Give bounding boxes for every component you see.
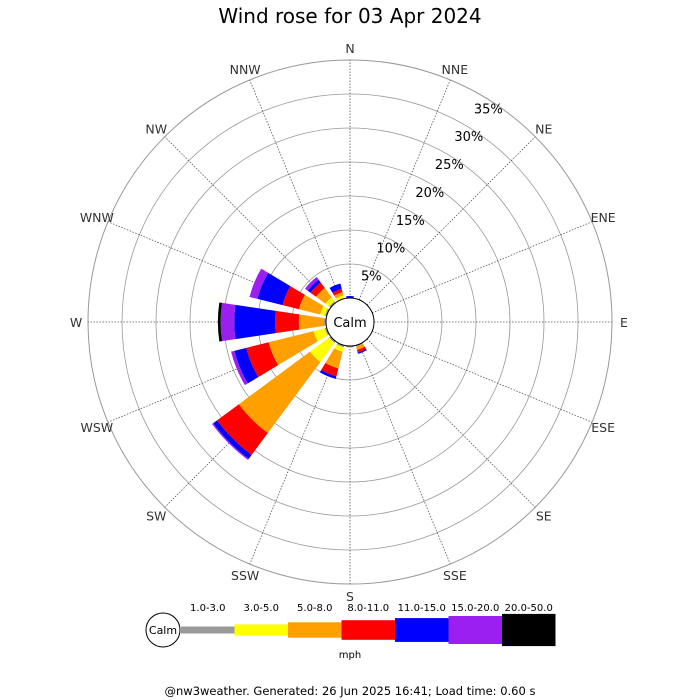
direction-label-nnw: NNW xyxy=(230,62,261,77)
bar-sse-bin3 xyxy=(356,343,365,350)
legend-swatch-3 xyxy=(288,622,342,638)
bar-sw-bin2 xyxy=(309,337,335,363)
direction-label-nw: NW xyxy=(145,121,167,136)
radial-tick-label: 30% xyxy=(454,130,483,145)
spoke-nne xyxy=(358,79,451,300)
bar-w-bin7 xyxy=(217,302,223,342)
radial-tick-label: 35% xyxy=(474,102,503,117)
direction-label-s: S xyxy=(346,589,354,604)
bar-sw-bin3 xyxy=(238,351,321,434)
bar-nw-bin5 xyxy=(307,279,321,293)
direction-label-sse: SSE xyxy=(443,568,467,583)
bar-nw-bin4 xyxy=(310,282,325,297)
legend-swatch-1 xyxy=(181,626,235,634)
legend-swatch-2 xyxy=(234,624,288,636)
calm-circle xyxy=(325,297,375,347)
legend-label-4: 8.0-11.0 xyxy=(347,603,389,614)
spoke-sse xyxy=(358,344,451,565)
direction-label-ese: ESE xyxy=(591,420,615,435)
bar-sw-bin4 xyxy=(217,404,268,455)
legend-label-3: 5.0-8.0 xyxy=(297,603,332,614)
bar-w-bin4 xyxy=(275,310,300,334)
legend-calm-label: Calm xyxy=(149,624,177,637)
bar-w-bin6 xyxy=(220,302,236,342)
spoke-ene xyxy=(372,221,593,314)
bar-nw-bin2 xyxy=(325,297,335,307)
bar-wnw-bin2 xyxy=(320,306,328,316)
radial-tick-label: 5% xyxy=(361,269,382,284)
bar-wsw-bin3 xyxy=(268,331,318,366)
legend-swatch-4 xyxy=(341,620,395,640)
direction-label-wsw: WSW xyxy=(81,420,114,435)
direction-label-nne: NNE xyxy=(442,62,469,77)
bar-ssw-bin4 xyxy=(321,362,339,377)
direction-label-ssw: SSW xyxy=(231,568,259,583)
bar-sw-bin1 xyxy=(329,336,336,343)
bar-wnw-bin1 xyxy=(324,308,330,317)
bar-wsw-bin5 xyxy=(234,347,259,384)
spoke-se xyxy=(366,338,536,508)
bar-wnw-bin3 xyxy=(299,294,324,315)
bar-w-bin3 xyxy=(298,314,325,330)
bar-wnw-bin4 xyxy=(282,286,305,310)
bar-ssw-bin3 xyxy=(325,348,343,369)
spoke-nw xyxy=(164,136,334,306)
legend-label-6: 15.0-20.0 xyxy=(451,603,499,614)
legend-label-2: 3.0-5.0 xyxy=(244,603,279,614)
bar-sw-bin6 xyxy=(212,423,249,460)
legend-swatch-6 xyxy=(448,616,502,644)
direction-label-wnw: WNW xyxy=(80,210,114,225)
radial-tick-label: 10% xyxy=(376,242,405,257)
direction-label-n: N xyxy=(345,41,354,56)
bar-ssw-bin1 xyxy=(336,342,345,348)
direction-label-sw: SW xyxy=(146,509,166,524)
chart-title: Wind rose for 03 Apr 2024 xyxy=(218,4,482,28)
direction-label-w: W xyxy=(70,315,82,330)
bar-w-bin5 xyxy=(234,304,276,340)
legend-unit: mph xyxy=(339,650,361,661)
legend-label-7: 20.0-50.0 xyxy=(505,603,553,614)
footer-credit: @nw3weather. Generated: 26 Jun 2025 16:4… xyxy=(164,684,536,698)
spoke-ne xyxy=(366,136,536,306)
bar-nw-bin6 xyxy=(305,277,319,291)
legend-swatch-5 xyxy=(395,618,449,642)
bar-wsw-bin6 xyxy=(231,350,248,386)
bar-ssw-bin2 xyxy=(334,344,344,352)
legend: Calm 1.0-3.0 3.0-5.0 5.0-8.0 8.0-11.0 11.0-15… xyxy=(145,603,556,661)
bar-nnw-bin2 xyxy=(335,295,345,302)
bar-ssw-bin5 xyxy=(319,369,337,379)
bar-nnw-bin4 xyxy=(332,288,343,296)
direction-label-ne: NE xyxy=(535,121,552,136)
legend-swatch-7 xyxy=(502,613,556,647)
direction-label-ene: ENE xyxy=(591,210,616,225)
radial-tick-label: 15% xyxy=(396,214,425,229)
direction-label-e: E xyxy=(620,315,628,330)
legend-label-1: 1.0-3.0 xyxy=(190,603,225,614)
bar-wnw-bin5 xyxy=(257,272,291,306)
bar-nnw-bin3 xyxy=(334,292,344,299)
bar-nnw-bin5 xyxy=(329,283,342,293)
legend-label-5: 11.0-15.0 xyxy=(398,603,446,614)
bar-nw-bin3 xyxy=(315,287,332,304)
grid-ring-25 xyxy=(155,127,545,517)
bar-wsw-bin2 xyxy=(313,328,328,342)
radial-tick-label: 20% xyxy=(415,186,444,201)
spoke-nnw xyxy=(249,79,342,300)
bar-wsw-bin1 xyxy=(324,327,330,336)
bar-sse-bin5 xyxy=(357,348,367,354)
bar-sw-bin5 xyxy=(213,420,252,459)
spoke-ssw xyxy=(249,344,342,565)
bar-nw-bin1 xyxy=(329,301,336,308)
bar-wnw-bin6 xyxy=(249,268,269,299)
direction-label-se: SE xyxy=(536,509,552,524)
bar-sse-bin4 xyxy=(356,346,367,353)
spoke-ese xyxy=(372,330,593,423)
legend-calm-circle xyxy=(145,612,181,648)
bar-wsw-bin4 xyxy=(246,342,279,378)
calm-label: Calm xyxy=(333,316,366,331)
radial-tick-label: 25% xyxy=(435,158,464,173)
